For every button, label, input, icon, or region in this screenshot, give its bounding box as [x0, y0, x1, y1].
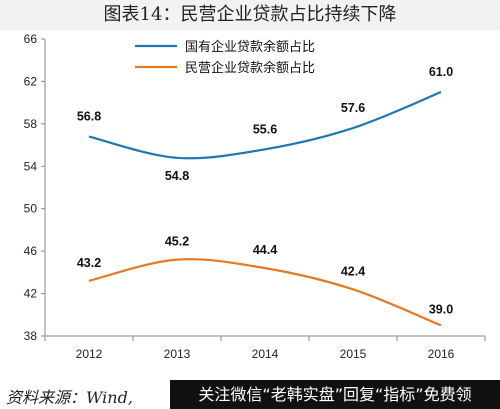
source-text: 资料来源：Wind,: [6, 388, 133, 407]
data-label: 39.0: [429, 302, 453, 316]
data-label: 56.8: [77, 110, 101, 124]
data-label: 43.2: [77, 256, 101, 270]
data-label: 45.2: [165, 235, 189, 249]
y-tick-label: 50: [24, 202, 38, 216]
data-label: 57.6: [341, 101, 365, 115]
x-tick-label: 2016: [428, 347, 455, 361]
y-tick-label: 42: [24, 287, 38, 301]
x-tick-label: 2014: [252, 347, 279, 361]
series-line-1: [88, 91, 442, 160]
x-tick-label: 2012: [76, 347, 103, 361]
data-label: 61.0: [429, 65, 453, 79]
y-tick-label: 66: [24, 32, 38, 46]
data-label: 55.6: [253, 122, 277, 136]
data-label: 54.8: [165, 169, 189, 183]
data-label: 42.4: [341, 264, 365, 278]
y-tick-label: 38: [24, 329, 38, 343]
y-tick-label: 58: [24, 117, 38, 131]
legend-label-2: 民营企业贷款余额占比: [185, 60, 315, 76]
y-tick-label: 54: [24, 159, 38, 173]
y-tick-label: 46: [24, 244, 38, 258]
x-tick-label: 2013: [164, 347, 191, 361]
data-label: 44.4: [253, 243, 277, 257]
line-chart: 38 42 46 50 54 58 62 66 2012 2013 2014 2015 2016 56.8…: [24, 32, 486, 361]
chart-title: 图表14：民营企业贷款占比持续下降: [0, 0, 500, 30]
legend-label-1: 国有企业贷款余额占比: [185, 39, 315, 55]
promo-banner: 关注微信“老韩实盘”回复“指标”免费领: [170, 380, 500, 409]
x-tick-label: 2015: [340, 347, 367, 361]
series-line-2: [88, 258, 442, 327]
y-tick-label: 62: [24, 74, 38, 88]
